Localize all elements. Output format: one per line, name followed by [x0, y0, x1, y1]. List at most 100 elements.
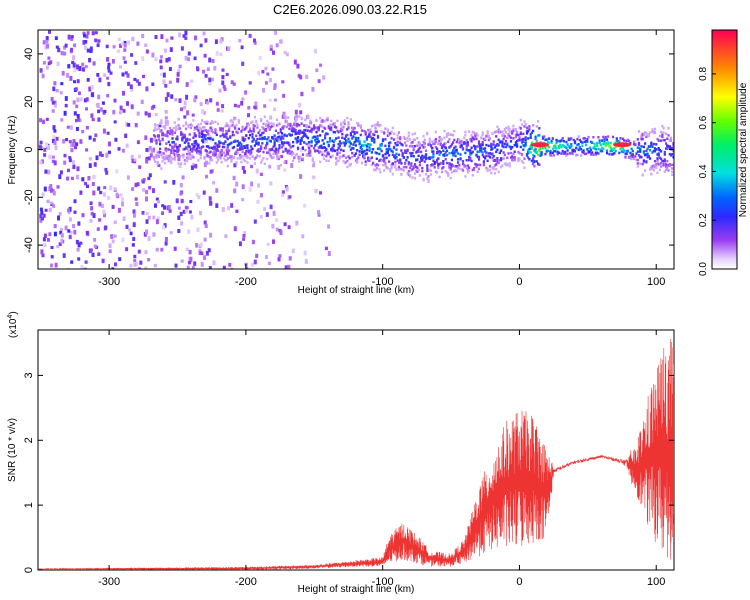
spectrogram-noise-cell	[205, 174, 209, 179]
spectrogram-ridge-cell	[283, 161, 286, 164]
spectrogram-ridge-cell	[428, 142, 431, 145]
spectrogram-ridge-cell	[356, 121, 359, 125]
spectrogram-noise-cell	[72, 164, 76, 170]
spectrogram-ridge-cell	[657, 139, 660, 142]
spectrogram-ridge-cell	[456, 138, 460, 141]
spectrogram-noise-cell	[145, 159, 149, 164]
spectrogram-ridge-cell	[636, 150, 639, 153]
spectrogram-noise-cell	[111, 239, 115, 244]
spectrogram-ridge-cell	[394, 163, 397, 167]
spectrogram-ridge-cell	[448, 146, 451, 149]
spectrogram-ridge-cell	[321, 118, 324, 122]
spectrogram-ridge-cell	[527, 156, 530, 159]
spectrogram-ridge-cell	[641, 137, 644, 141]
spectrogram-noise-cell	[115, 169, 119, 174]
spectrogram-ridge-cell	[396, 133, 399, 137]
spectrogram-noise-cell	[44, 169, 48, 174]
spectrogram-ridge-cell	[412, 165, 415, 168]
spectrogram-ridge-cell	[357, 156, 360, 159]
spectrogram-ridge-cell	[262, 127, 265, 130]
spectrogram-ridge-cell	[326, 116, 329, 120]
spectrogram-ridge-cell	[479, 143, 482, 147]
spectrogram-noise-cell	[221, 207, 225, 212]
spectrogram-ridge-cell	[340, 148, 343, 152]
spectrogram-ridge-cell	[167, 156, 170, 159]
spectrogram-noise-cell	[215, 51, 219, 56]
spectrogram-noise-cell	[107, 141, 111, 147]
spectrogram-ridge-cell	[316, 128, 319, 131]
spectrogram-ridge-cell	[433, 142, 436, 146]
spectrogram-ridge-cell	[460, 141, 463, 145]
spectrogram-ridge-cell	[343, 122, 346, 125]
spectrogram-noise-cell	[69, 75, 73, 81]
spectrogram-ridge-cell	[253, 144, 256, 147]
spectrogram-ridge-cell	[655, 143, 658, 146]
spectrogram-ridge-cell	[273, 150, 276, 153]
spectrogram-ridge-cell	[605, 149, 609, 152]
spectrogram-noise-cell	[275, 227, 279, 232]
spectrogram-ridge-cell	[412, 155, 415, 158]
spectrogram-ridge-cell	[216, 149, 220, 152]
spectrogram-noise-cell	[285, 52, 289, 57]
spectrogram-ridge-cell	[466, 171, 469, 174]
spectrogram-ridge-cell	[653, 150, 657, 153]
spectrogram-ridge-cell	[224, 159, 227, 162]
spectrogram-noise-cell	[77, 118, 81, 122]
spectrogram-ridge-cell	[597, 147, 600, 151]
spectrogram-ridge-cell	[260, 145, 263, 148]
spectrogram-ridge-cell	[514, 128, 517, 131]
spectrogram-noise-cell	[145, 49, 149, 54]
spectrogram-noise-cell	[224, 234, 228, 238]
spectrogram-noise-cell	[107, 196, 111, 200]
spectrogram-noise-cell	[79, 139, 83, 144]
spectrogram-ridge-cell	[167, 148, 170, 151]
spectrogram-noise-cell	[114, 137, 118, 142]
spectrogram-noise-cell	[141, 34, 145, 39]
spectrogram-noise-cell	[225, 129, 229, 134]
spectrogram-ridge-cell	[491, 132, 494, 136]
spectrogram-noise-cell	[164, 237, 168, 242]
spectrogram-ridge-cell	[367, 159, 370, 162]
spectrogram-ridge-cell	[458, 138, 461, 141]
spectrogram-ridge-cell	[380, 159, 383, 163]
spectrogram-noise-cell	[76, 67, 80, 72]
spectrogram-noise-cell	[160, 34, 164, 40]
spectrogram-ridge-cell	[469, 153, 472, 156]
spectrogram-ridge-cell	[168, 143, 172, 147]
spectrogram-ridge-cell	[625, 149, 628, 153]
spectrogram-ridge-cell	[428, 168, 431, 172]
spectrogram-ridge-cell	[316, 134, 319, 138]
spectrogram-noise-cell	[320, 151, 324, 156]
spectrogram-ridge-cell	[607, 142, 610, 146]
spectrogram-ridge-cell	[365, 148, 368, 152]
spectrogram-ridge-cell	[509, 156, 513, 159]
spectrogram-ridge-cell	[324, 146, 327, 149]
spectrogram-ridge-cell	[341, 136, 344, 139]
spectrogram-noise-cell	[126, 73, 130, 78]
spectrogram-noise-cell	[43, 233, 47, 238]
spectrogram-noise-cell	[145, 229, 149, 235]
spectrogram-ridge-cell	[508, 145, 511, 148]
spectrogram-ridge-cell	[410, 152, 413, 155]
spectrogram-noise-cell	[169, 47, 173, 52]
spectrogram-ridge-cell	[317, 126, 320, 129]
spectrogram-noise-cell	[133, 158, 137, 162]
spectrogram-noise-cell	[241, 61, 245, 66]
spectrogram-noise-cell	[77, 242, 81, 248]
spectrogram-ridge-cell	[402, 169, 405, 172]
spectrogram-ridge-cell	[669, 137, 673, 140]
spectrogram-noise-cell	[81, 130, 85, 134]
spectrogram-ridge-cell	[491, 147, 494, 150]
spectrogram-ridge-cell	[284, 147, 287, 151]
spectrogram-noise-cell	[324, 246, 328, 251]
spectrogram-noise-cell	[189, 200, 193, 204]
spectrogram-ridge-cell	[411, 151, 414, 155]
spectrogram-ridge-cell	[500, 130, 503, 134]
spectrogram-ridge-cell	[205, 153, 208, 156]
spectrogram-ridge-cell	[653, 159, 657, 163]
spectrogram-noise-cell	[113, 187, 117, 191]
spectrogram-ridge-cell	[314, 139, 317, 142]
spectrogram-ridge-cell	[372, 133, 375, 136]
spectrogram-ridge-cell	[189, 126, 192, 130]
spectrogram-ridge-cell	[322, 126, 325, 129]
